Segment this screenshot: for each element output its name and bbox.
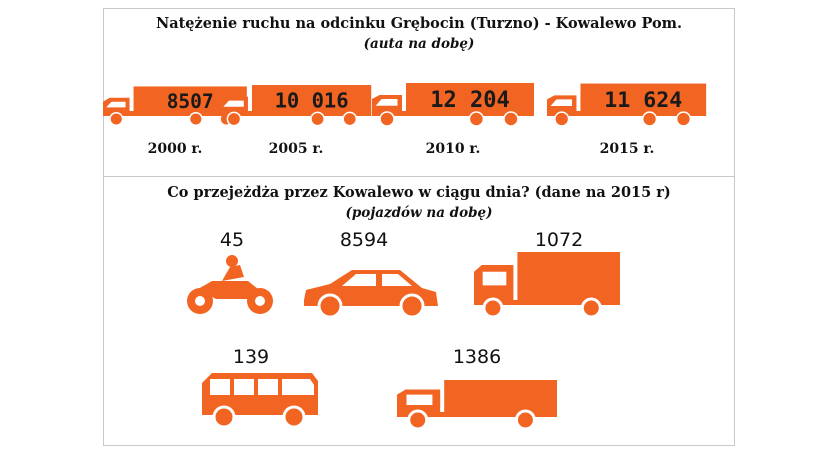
truck-value-label: 10 016 xyxy=(275,88,349,112)
year-label: 2000 r. xyxy=(147,141,203,157)
truck-icon xyxy=(474,252,620,319)
truck-bar-2: 10 016 xyxy=(220,85,372,127)
vehicles-title: Co przejeżdża przez Kowalewo w ciągu dni… xyxy=(167,184,671,201)
bus-icon xyxy=(202,373,318,429)
vehicle-count-label: 139 xyxy=(232,346,270,368)
truck-box xyxy=(252,85,372,113)
truck-wheel xyxy=(188,111,203,127)
truck-box xyxy=(406,83,534,113)
truck-bar-3: 12 204 xyxy=(372,83,534,127)
traffic-chart-subtitle: (auta na dobę) xyxy=(363,36,475,52)
truck-box xyxy=(580,83,707,113)
year-label: 2015 r. xyxy=(599,141,655,157)
truck-value-label: 11 624 xyxy=(605,88,683,113)
truck-wheel xyxy=(554,111,570,127)
traffic-chart-title: Natężenie ruchu na odcinku Grębocin (Tur… xyxy=(155,15,683,32)
year-label: 2010 r. xyxy=(425,141,481,157)
truck-wheel xyxy=(468,111,485,127)
truck-wheel xyxy=(109,111,124,127)
truck-value-label: 12 204 xyxy=(430,88,509,113)
truck-wheel xyxy=(676,111,692,127)
vehicle-count-label: 45 xyxy=(219,229,245,251)
vehicle-count-label: 8594 xyxy=(339,229,389,251)
truck-icon xyxy=(397,380,557,431)
vehicle-count-label: 1072 xyxy=(534,229,584,251)
car-icon xyxy=(304,270,438,319)
truck-wheel xyxy=(342,111,358,127)
truck-wheel xyxy=(310,111,326,127)
truck-wheel xyxy=(227,111,242,127)
year-label: 2005 r. xyxy=(268,141,324,157)
truck-wheel xyxy=(503,111,519,127)
truck-bar-4: 11 624 xyxy=(547,83,707,127)
vehicles-subtitle: (pojazdów na dobę) xyxy=(345,205,493,221)
vehicle-count-label: 1386 xyxy=(452,346,502,368)
truck-wheel xyxy=(379,111,395,127)
truck-wheel xyxy=(642,111,658,127)
infographic-frame xyxy=(103,8,735,446)
truck-value-label: 8507 xyxy=(167,90,214,113)
section-divider xyxy=(103,176,735,177)
motorcycle-icon xyxy=(187,255,273,314)
